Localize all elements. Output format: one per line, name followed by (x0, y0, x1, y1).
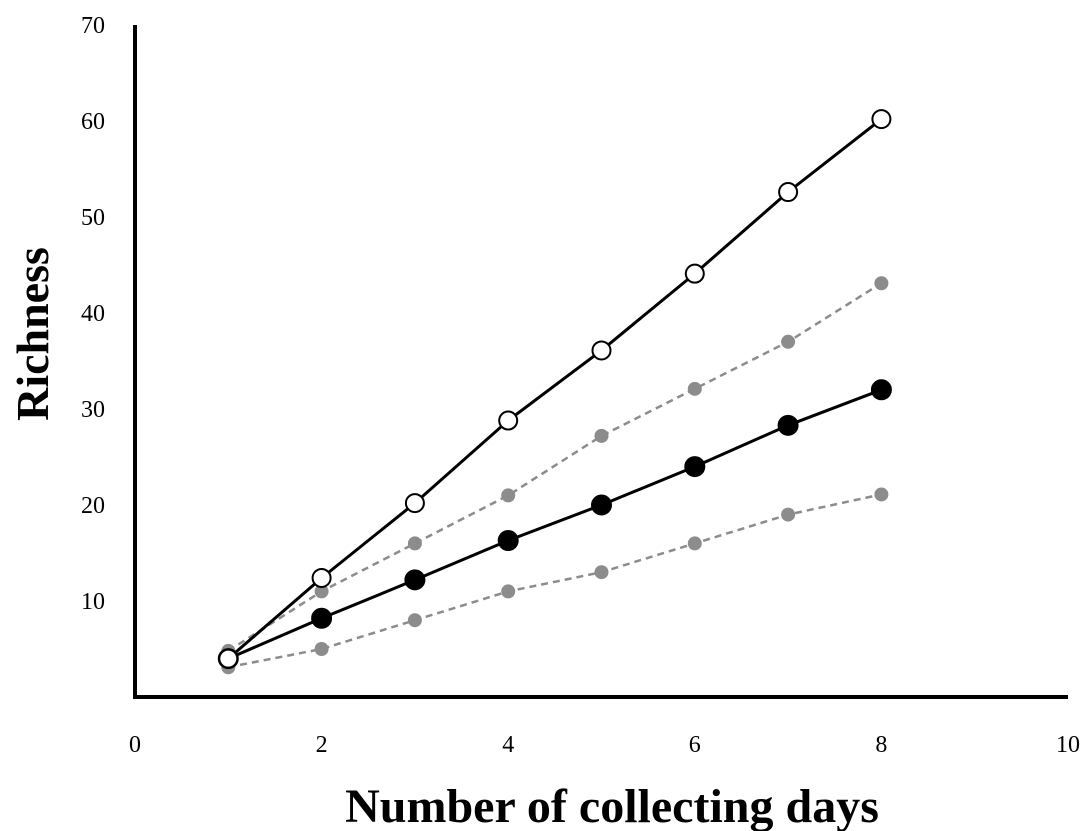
series-1 (218, 109, 892, 669)
y-tick-label: 60 (81, 109, 105, 135)
data-point (407, 536, 422, 551)
data-point (594, 565, 609, 580)
data-point (311, 567, 332, 588)
y-tick-label: 70 (81, 13, 105, 39)
x-axis-title: Number of collecting days (345, 780, 879, 831)
data-point (501, 584, 516, 599)
data-point (684, 263, 705, 284)
y-tick-labels: 10 20 30 40 50 60 70 (81, 13, 105, 615)
y-tick-label: 20 (81, 493, 105, 519)
x-tick-label: 10 (1056, 732, 1080, 758)
data-point (684, 456, 706, 478)
y-tick-label: 10 (81, 589, 105, 615)
data-point (871, 109, 892, 130)
data-point (777, 414, 799, 436)
data-point (781, 507, 796, 522)
x-tick-labels: 0 2 4 6 8 10 (129, 732, 1080, 758)
series-line (227, 282, 883, 652)
data-point (594, 428, 609, 443)
x-tick-label: 8 (875, 732, 887, 758)
series-line (227, 388, 882, 660)
data-point (314, 584, 329, 599)
y-tick-label: 40 (81, 301, 105, 327)
data-point (407, 613, 422, 628)
y-tick-label: 50 (81, 205, 105, 231)
data-point (870, 379, 892, 401)
x-tick-label: 4 (502, 732, 514, 758)
data-point (497, 530, 519, 552)
data-point (404, 569, 426, 591)
data-point (311, 607, 333, 629)
series-2 (221, 276, 889, 658)
series-3 (217, 379, 892, 670)
series-line (228, 493, 882, 669)
data-point (314, 642, 329, 656)
data-point (687, 381, 702, 396)
data-point (498, 410, 519, 431)
data-point (404, 493, 425, 514)
series-line (227, 117, 883, 660)
data-point (874, 487, 889, 502)
data-point (781, 334, 796, 349)
data-point (591, 340, 612, 361)
x-tick-label: 0 (129, 732, 141, 758)
data-point (501, 488, 516, 503)
data-point (218, 648, 239, 669)
y-axis-title: Richness (7, 247, 58, 421)
x-tick-label: 6 (689, 732, 701, 758)
data-point (687, 536, 702, 551)
series-layer (217, 109, 892, 675)
data-point (874, 276, 889, 291)
data-point (591, 494, 612, 516)
data-point (778, 182, 799, 203)
y-tick-label: 30 (81, 397, 105, 423)
x-tick-label: 2 (316, 732, 328, 758)
